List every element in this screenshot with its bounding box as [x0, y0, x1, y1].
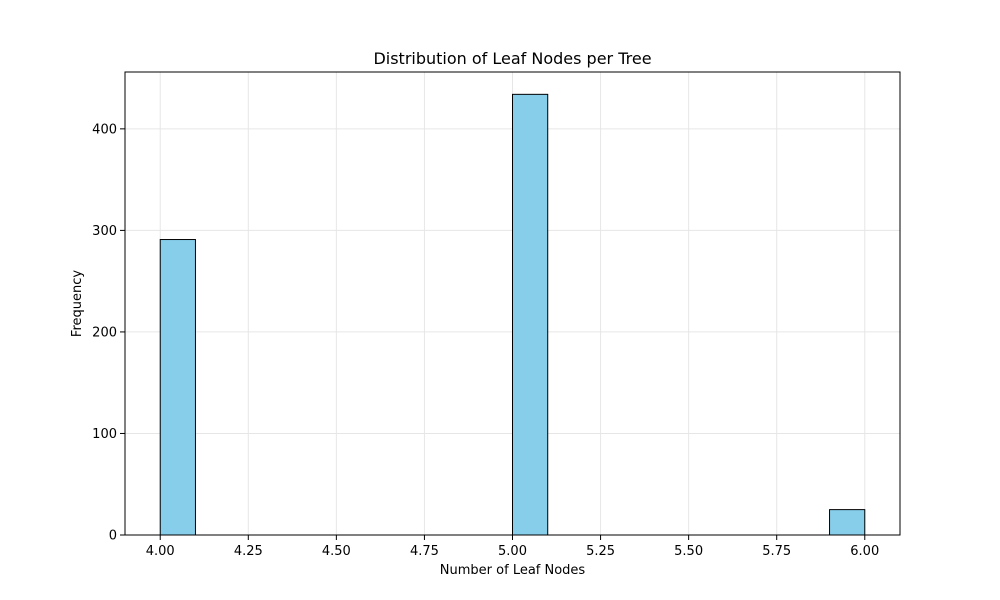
x-tick-label: 4.75: [410, 544, 439, 559]
histogram-bar: [829, 509, 866, 536]
x-tick-label: 4.50: [322, 544, 351, 559]
x-tick-label: 5.50: [674, 544, 703, 559]
y-tick-label: 400: [92, 122, 117, 137]
x-tick-label: 5.25: [586, 544, 615, 559]
axis-layer: 4.00 4.25 4.50 4.75 5.00 5.25 5.50 5.75 6.00 0 100…: [92, 71, 901, 559]
y-tick-label: 100: [92, 427, 117, 442]
y-axis-label: Frequency: [70, 270, 85, 337]
x-tick-label: 5.75: [762, 544, 791, 559]
histogram-bar: [159, 239, 196, 536]
chart-title: Distribution of Leaf Nodes per Tree: [373, 49, 651, 68]
bar-layer: [159, 93, 866, 536]
x-tick-label: 5.00: [498, 544, 527, 559]
histogram-bar: [512, 93, 549, 536]
y-tick-label: 0: [109, 529, 117, 544]
x-tick-label: 4.25: [234, 544, 263, 559]
y-tick-label: 300: [92, 224, 117, 239]
x-tick-label: 4.00: [146, 544, 175, 559]
y-tick-label: 200: [92, 325, 117, 340]
x-axis-label: Number of Leaf Nodes: [440, 563, 586, 578]
x-tick-label: 6.00: [850, 544, 879, 559]
